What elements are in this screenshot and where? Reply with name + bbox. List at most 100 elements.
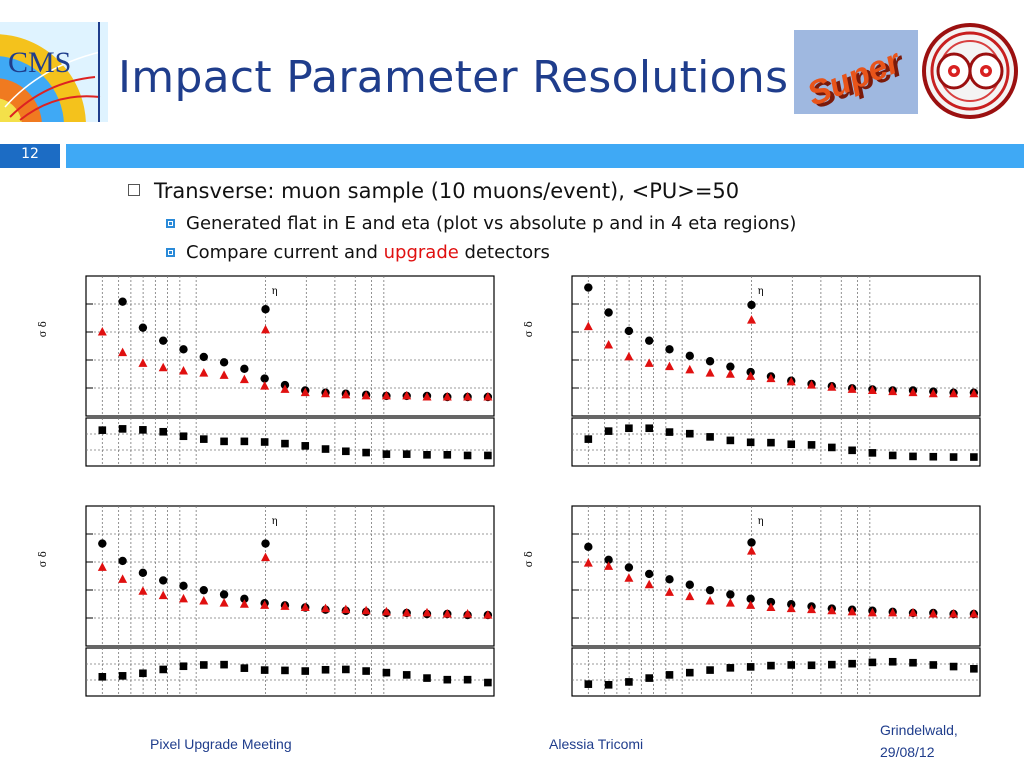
data-point-square bbox=[868, 449, 877, 457]
data-point-square bbox=[685, 429, 694, 438]
data-point-triangle bbox=[746, 371, 756, 380]
y-axis-label: σ δ bbox=[38, 551, 49, 567]
data-point-triangle bbox=[583, 558, 593, 567]
data-point-square bbox=[828, 443, 836, 452]
data-point-square bbox=[443, 675, 452, 684]
data-point-triangle bbox=[219, 598, 229, 607]
data-point-square bbox=[402, 450, 411, 458]
upper-pad-frame bbox=[85, 275, 495, 417]
data-point-circle bbox=[705, 585, 715, 595]
data-point-triangle bbox=[239, 374, 249, 384]
data-point-circle bbox=[260, 374, 269, 383]
plot-bottom-right: σ δ η bbox=[516, 500, 986, 707]
data-point-square bbox=[665, 671, 674, 679]
data-point-triangle bbox=[969, 388, 979, 398]
data-point-circle bbox=[98, 539, 107, 548]
data-point-square bbox=[321, 445, 330, 453]
data-point-circle bbox=[644, 569, 654, 579]
data-point-triangle bbox=[624, 351, 634, 361]
data-point-triangle bbox=[725, 369, 735, 378]
data-point-triangle bbox=[280, 384, 290, 393]
data-point-triangle bbox=[300, 387, 310, 397]
data-point-square bbox=[159, 427, 167, 436]
data-point-circle bbox=[685, 580, 694, 589]
page-number: 12 bbox=[21, 146, 39, 162]
data-point-square bbox=[949, 662, 958, 671]
data-point-square bbox=[645, 674, 653, 682]
plot-svg: σ δ η bbox=[38, 275, 495, 467]
data-point-square bbox=[423, 674, 431, 682]
data-point-circle bbox=[199, 585, 208, 595]
data-point-triangle bbox=[402, 607, 412, 617]
data-point-square bbox=[220, 437, 228, 446]
data-point-circle bbox=[746, 594, 755, 604]
cms-logo-text: CMS bbox=[8, 46, 71, 79]
data-point-square bbox=[260, 666, 269, 674]
data-point-circle bbox=[604, 308, 613, 317]
data-point-square bbox=[584, 435, 593, 443]
cms-logo: CMS bbox=[0, 22, 108, 122]
data-point-square bbox=[240, 437, 249, 446]
footer-date: 29/08/12 bbox=[880, 744, 935, 760]
data-point-square bbox=[342, 665, 350, 674]
lhc-magnet-logo bbox=[918, 22, 1022, 120]
data-point-triangle bbox=[341, 389, 351, 399]
data-point-square bbox=[220, 660, 228, 669]
data-point-square bbox=[402, 671, 411, 679]
data-point-square bbox=[604, 681, 613, 689]
data-point-square bbox=[159, 665, 167, 674]
data-point-triangle bbox=[118, 347, 128, 357]
data-point-triangle bbox=[685, 364, 695, 374]
data-point-square bbox=[260, 438, 269, 446]
data-point-circle bbox=[118, 556, 127, 566]
data-point-triangle bbox=[867, 385, 877, 394]
data-point-triangle bbox=[260, 381, 270, 390]
data-point-triangle bbox=[219, 370, 229, 379]
data-point-triangle bbox=[361, 605, 371, 615]
data-point-square bbox=[240, 664, 249, 672]
plot-svg: σ δ η bbox=[38, 505, 495, 697]
data-point-square bbox=[321, 665, 330, 674]
y-axis-label: σ δ bbox=[38, 321, 49, 337]
data-point-triangle bbox=[847, 384, 857, 393]
data-point-triangle bbox=[847, 606, 857, 616]
upper-pad-frame bbox=[85, 505, 495, 647]
data-point-square bbox=[888, 657, 897, 666]
data-point-circle bbox=[261, 305, 270, 314]
data-point-circle bbox=[179, 581, 188, 591]
data-point-triangle bbox=[138, 586, 148, 595]
data-point-triangle bbox=[422, 392, 432, 401]
data-point-triangle bbox=[969, 609, 979, 618]
data-point-triangle bbox=[442, 392, 452, 401]
data-point-square bbox=[909, 452, 917, 461]
data-point-square bbox=[604, 427, 613, 435]
data-point-triangle bbox=[483, 610, 493, 619]
data-point-triangle bbox=[928, 609, 938, 618]
data-point-triangle bbox=[908, 387, 918, 397]
data-point-square bbox=[301, 667, 310, 675]
data-point-circle bbox=[624, 326, 634, 336]
data-point-circle bbox=[219, 590, 229, 599]
plot-bottom-left: σ δ η bbox=[30, 500, 500, 707]
data-point-square bbox=[767, 438, 775, 447]
data-point-square bbox=[828, 660, 836, 669]
lower-pad-frame bbox=[571, 417, 981, 467]
data-point-square bbox=[199, 435, 208, 443]
data-point-triangle bbox=[604, 561, 614, 570]
data-point-circle bbox=[705, 357, 715, 366]
data-point-circle bbox=[179, 345, 188, 354]
bullet-level2-b-highlight: upgrade bbox=[383, 242, 459, 263]
data-point-square bbox=[929, 452, 938, 461]
data-point-square bbox=[584, 680, 593, 688]
data-point-triangle bbox=[483, 392, 493, 401]
data-point-square bbox=[625, 424, 633, 433]
data-point-circle bbox=[747, 300, 756, 310]
data-point-triangle bbox=[402, 390, 412, 400]
data-point-circle bbox=[726, 362, 735, 371]
data-point-square bbox=[625, 678, 633, 686]
data-point-square bbox=[382, 668, 391, 677]
data-point-square bbox=[888, 451, 897, 460]
data-point-triangle bbox=[300, 602, 310, 611]
lower-pad-frame bbox=[85, 647, 495, 697]
y-axis-label: σ δ bbox=[524, 321, 535, 337]
